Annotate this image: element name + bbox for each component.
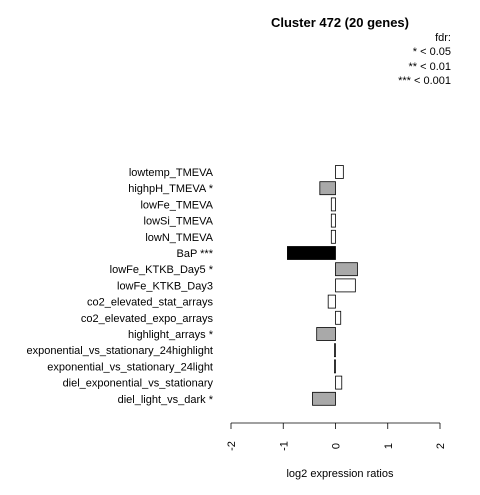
bar-1 <box>335 165 344 179</box>
x-tick-label-2: -1 <box>278 441 290 451</box>
x-tick-label-4: 1 <box>383 443 395 449</box>
bar-8 <box>335 278 356 293</box>
x-tick-label-5: 2 <box>435 443 447 449</box>
category-label-9: co2_elevated_stat_arrays <box>87 297 213 309</box>
legend-entry-1: * < 0.05 <box>413 46 451 58</box>
category-label-6: BaP *** <box>177 248 214 260</box>
bar-3 <box>330 197 336 212</box>
legend-entry-2: ** < 0.01 <box>408 61 451 73</box>
category-label-2: highpH_TMEVA * <box>128 183 214 195</box>
bar-14 <box>335 375 343 390</box>
category-label-10: co2_elevated_expo_arrays <box>81 313 214 325</box>
category-label-5: lowN_TMEVA <box>145 232 213 244</box>
bar-6 <box>287 246 336 260</box>
bar-10 <box>335 310 342 325</box>
category-label-3: lowFe_TMEVA <box>140 199 213 211</box>
bar-4 <box>330 213 336 228</box>
category-label-15: diel_light_vs_dark * <box>118 394 214 406</box>
category-label-13: exponential_vs_stationary_24light <box>47 361 213 373</box>
bar-7 <box>335 262 358 277</box>
bar-12 <box>334 343 336 358</box>
category-label-1: lowtemp_TMEVA <box>129 167 214 179</box>
x-axis: -2 -1 0 1 2 <box>226 422 447 451</box>
bar-15 <box>312 391 336 406</box>
category-label-7: lowFe_KTKB_Day5 * <box>110 264 214 276</box>
category-label-12: exponential_vs_stationary_24highlight <box>26 345 213 357</box>
bar-13 <box>334 359 336 374</box>
x-axis-title: log2 expression ratios <box>286 468 394 480</box>
legend: fdr: * < 0.05 ** < 0.01 *** < 0.001 <box>398 32 451 87</box>
bar-9 <box>327 294 336 309</box>
category-label-8: lowFe_KTKB_Day3 <box>117 280 213 292</box>
category-labels: lowtemp_TMEVA highpH_TMEVA * lowFe_TMEVAlo… <box>26 167 213 406</box>
category-label-11: highlight_arrays * <box>128 329 214 341</box>
bar-2 <box>319 181 336 196</box>
bar-11 <box>316 327 336 341</box>
bars <box>287 165 358 406</box>
x-tick-label-3: 0 <box>331 443 343 449</box>
legend-title: fdr: <box>435 32 451 44</box>
chart-title: Cluster 472 (20 genes) <box>271 15 409 30</box>
bar-5 <box>330 229 336 244</box>
category-label-4: lowSi_TMEVA <box>144 216 214 228</box>
category-label-14: diel_exponential_vs_stationary <box>63 378 214 390</box>
x-tick-label-1: -2 <box>226 441 238 451</box>
legend-entry-3: *** < 0.001 <box>398 75 451 87</box>
